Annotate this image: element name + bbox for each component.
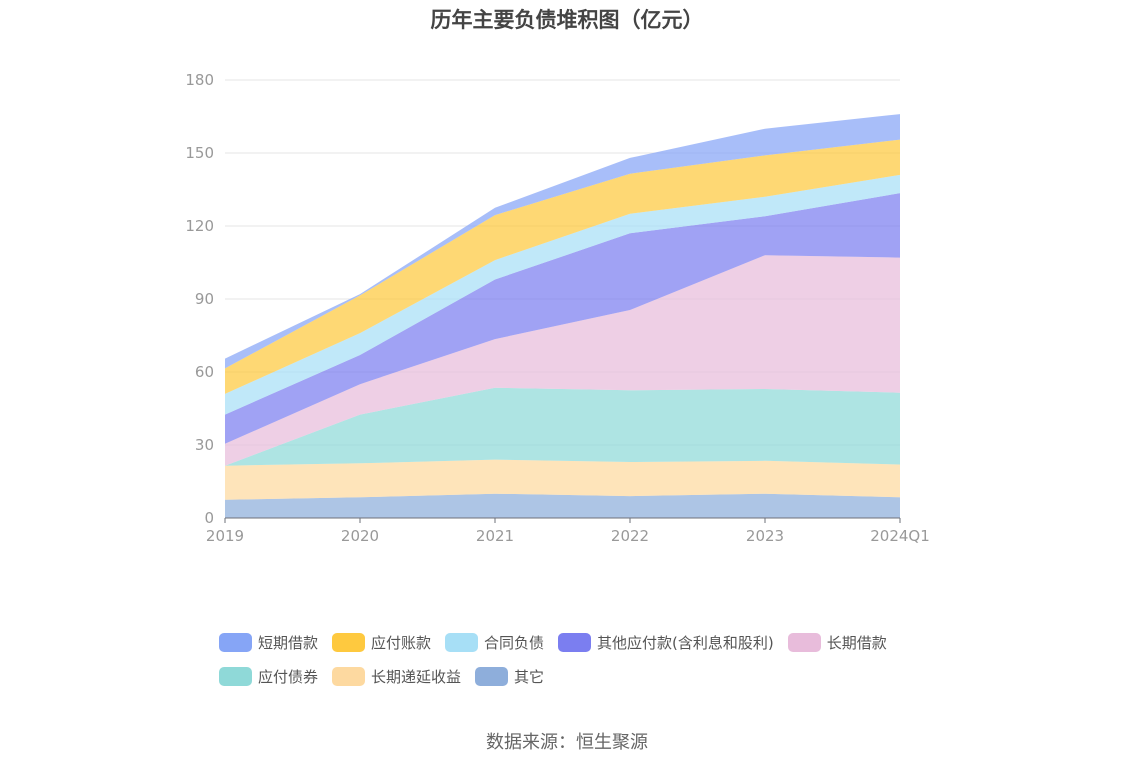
legend-label: 应付债券 bbox=[258, 667, 319, 686]
legend-label: 其它 bbox=[514, 667, 545, 686]
chart-title: 历年主要负债堆积图（亿元） bbox=[430, 8, 704, 32]
legend-label: 应付账款 bbox=[371, 633, 432, 652]
legend-item-others[interactable]: 其它 bbox=[475, 664, 544, 688]
y-tick-label: 150 bbox=[185, 144, 214, 162]
area-series bbox=[225, 114, 900, 518]
legend-item-contract-liabilities[interactable]: 合同负债 bbox=[445, 630, 544, 654]
legend-swatch bbox=[475, 666, 509, 686]
legend-label: 长期递延收益 bbox=[371, 667, 462, 686]
legend-label: 短期借款 bbox=[258, 633, 319, 652]
y-tick-label: 0 bbox=[204, 509, 214, 527]
area-series-应付债券[interactable] bbox=[225, 387, 900, 466]
legend-label: 合同负债 bbox=[484, 633, 545, 652]
legend-item-long-term-loans[interactable]: 长期借款 bbox=[787, 630, 887, 654]
area-series-应付账款[interactable] bbox=[225, 139, 900, 394]
area-series-其他应付款(含利息和股利)[interactable] bbox=[225, 193, 900, 444]
legend-label: 长期借款 bbox=[826, 633, 887, 652]
x-tick-label: 2022 bbox=[611, 527, 649, 545]
legend-swatch bbox=[332, 666, 366, 686]
area-series-长期借款[interactable] bbox=[225, 255, 900, 466]
x-tick-label: 2021 bbox=[476, 527, 514, 545]
legend-swatch bbox=[787, 632, 821, 652]
legend-swatch bbox=[558, 632, 592, 652]
y-tick-label: 30 bbox=[195, 436, 214, 454]
legend-swatch bbox=[332, 632, 366, 652]
y-tick-label: 180 bbox=[185, 71, 214, 89]
chart-area: 0 30 60 90 120 150 180 2019 2020 2021 2022 2023 2024… bbox=[185, 71, 929, 545]
legend-swatch bbox=[219, 632, 252, 652]
legend-item-bonds-payable[interactable]: 应付债券 bbox=[219, 664, 318, 688]
legend: 短期借款 应付账款 合同负债 其他应付款(含利息和股利) 长期借款 应付债券 长… bbox=[219, 630, 979, 688]
legend-item-other-payables[interactable]: 其他应付款(含利息和股利) bbox=[558, 630, 774, 654]
area-series-其它[interactable] bbox=[225, 493, 900, 518]
x-tick-label: 2020 bbox=[341, 527, 379, 545]
legend-item-accounts-payable[interactable]: 应付账款 bbox=[332, 630, 431, 654]
legend-label: 其他应付款(含利息和股利) bbox=[597, 633, 774, 652]
axes: 0 30 60 90 120 150 180 2019 2020 2021 2022 2023 2024… bbox=[185, 71, 929, 545]
source-note: 数据来源：恒生聚源 bbox=[486, 732, 648, 753]
legend-item-deferred-income[interactable]: 长期递延收益 bbox=[332, 664, 461, 688]
legend-swatch bbox=[445, 632, 479, 652]
legend-swatch bbox=[219, 666, 252, 686]
y-tick-label: 90 bbox=[195, 290, 214, 308]
x-tick-label: 2023 bbox=[746, 527, 784, 545]
area-series-长期递延收益[interactable] bbox=[225, 459, 900, 500]
x-tick-label: 2019 bbox=[206, 527, 244, 545]
x-tick-label: 2024Q1 bbox=[870, 527, 930, 545]
y-tick-label: 120 bbox=[185, 217, 214, 235]
area-series-合同负债[interactable] bbox=[225, 174, 900, 415]
area-series-短期借款[interactable] bbox=[225, 114, 900, 369]
y-tick-label: 60 bbox=[195, 363, 214, 381]
legend-item-short-term-loans[interactable]: 短期借款 bbox=[219, 630, 318, 654]
